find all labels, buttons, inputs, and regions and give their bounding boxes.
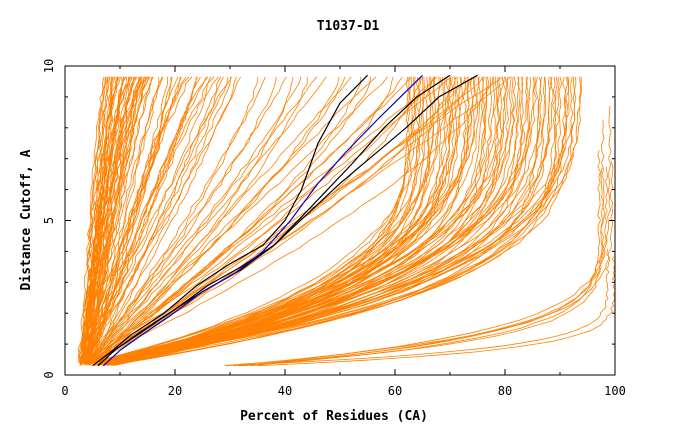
orange-series-line-159 xyxy=(96,76,532,362)
y-tick-label-10: 10 xyxy=(42,59,56,73)
orange-series-line-81 xyxy=(88,76,327,364)
orange-series-line-77 xyxy=(96,76,294,363)
orange-series-line-5 xyxy=(79,76,110,366)
orange-series-line-112 xyxy=(92,76,429,363)
orange-series-line-169 xyxy=(113,76,554,362)
orange-series-line-87 xyxy=(94,76,377,364)
orange-series-line-15 xyxy=(84,76,121,366)
chart-title: T1037-D1 xyxy=(317,19,380,34)
orange-series-line-41 xyxy=(79,76,149,366)
orange-series-line-57 xyxy=(81,76,193,363)
orange-series-line-183 xyxy=(243,150,601,367)
orange-series-line-82 xyxy=(93,76,340,362)
orange-series-line-190 xyxy=(257,256,616,367)
orange-series-line-48 xyxy=(84,76,164,363)
series-layer xyxy=(77,74,616,367)
orange-series-line-179 xyxy=(107,76,576,366)
orange-series-line-58 xyxy=(86,76,197,365)
orange-series-line-79 xyxy=(89,76,308,364)
orange-series-line-70 xyxy=(83,76,233,365)
orange-series-line-47 xyxy=(91,76,163,363)
orange-series-line-83 xyxy=(91,76,346,365)
orange-series-line-116 xyxy=(100,76,436,363)
orange-series-line-104 xyxy=(97,76,411,362)
orange-series-line-21 xyxy=(81,76,128,362)
orange-series-line-94 xyxy=(84,76,438,365)
ticks-layer: 0 20 40 60 80 100 0 5 10 xyxy=(42,59,626,398)
x-axis-label: Percent of Residues (CA) xyxy=(240,409,428,424)
orange-series-line-25 xyxy=(77,76,132,363)
orange-series-line-182 xyxy=(102,76,583,366)
orange-series-line-148 xyxy=(95,76,508,363)
orange-series-line-91 xyxy=(95,76,412,364)
orange-series-line-69 xyxy=(91,76,231,365)
orange-series-line-72 xyxy=(82,76,242,363)
orange-series-line-155 xyxy=(99,76,524,365)
orange-series-line-65 xyxy=(90,76,220,366)
x-tick-label-40: 40 xyxy=(278,384,292,398)
orange-series-line-44 xyxy=(81,76,154,364)
orange-series-line-64 xyxy=(82,76,215,363)
orange-series-line-177 xyxy=(104,76,570,363)
orange-series-line-133 xyxy=(93,76,476,363)
orange-series-line-173 xyxy=(99,76,563,363)
orange-series-line-142 xyxy=(94,76,496,366)
orange-series-line-136 xyxy=(95,76,481,363)
orange-series-line-162 xyxy=(113,76,540,365)
orange-series-line-180 xyxy=(105,76,577,364)
orange-series-line-174 xyxy=(94,76,567,365)
orange-series-line-100 xyxy=(90,76,494,363)
orange-series-line-110 xyxy=(102,76,424,363)
orange-series-line-95 xyxy=(93,76,452,364)
highlight-series-line-0 xyxy=(92,74,368,367)
x-tick-label-80: 80 xyxy=(498,384,512,398)
orange-series-line-123 xyxy=(102,76,453,364)
orange-series-line-55 xyxy=(81,76,187,366)
orange-series-line-88 xyxy=(85,76,388,362)
x-tick-label-0: 0 xyxy=(61,384,68,398)
x-tick-label-20: 20 xyxy=(168,384,182,398)
orange-series-line-68 xyxy=(84,76,229,365)
y-axis-label: Distance Cutoff, A xyxy=(19,149,34,290)
orange-series-line-118 xyxy=(110,76,442,363)
highlight-series-line-3 xyxy=(103,74,423,367)
orange-series-line-75 xyxy=(84,76,277,365)
orange-series-line-0 xyxy=(77,76,105,363)
orange-series-line-167 xyxy=(110,76,551,364)
orange-series-line-35 xyxy=(78,76,144,364)
orange-series-line-74 xyxy=(89,76,266,366)
orange-series-line-78 xyxy=(86,76,302,364)
orange-series-line-131 xyxy=(100,76,470,365)
orange-series-line-175 xyxy=(101,76,568,363)
orange-series-line-187 xyxy=(225,248,610,367)
orange-series-line-84 xyxy=(84,76,352,366)
orange-series-line-150 xyxy=(104,76,512,362)
x-tick-label-60: 60 xyxy=(388,384,402,398)
orange-series-line-66 xyxy=(91,76,222,362)
orange-series-line-102 xyxy=(93,76,511,366)
orange-series-line-172 xyxy=(96,76,560,363)
y-tick-label-0: 0 xyxy=(42,371,56,378)
orange-series-line-132 xyxy=(112,76,474,364)
x-tick-label-100: 100 xyxy=(604,384,626,398)
orange-series-line-40 xyxy=(80,76,149,363)
orange-series-line-67 xyxy=(91,76,224,362)
orange-series-line-164 xyxy=(105,76,543,362)
orange-series-line-42 xyxy=(81,76,151,364)
orange-series-line-135 xyxy=(104,76,480,365)
orange-series-line-86 xyxy=(87,76,372,366)
orange-series-line-188 xyxy=(241,105,612,367)
orange-series-line-184 xyxy=(233,167,605,367)
orange-series-line-185 xyxy=(238,119,605,367)
y-tick-label-5: 5 xyxy=(42,217,56,224)
orange-series-line-189 xyxy=(224,161,614,367)
orange-series-line-128 xyxy=(109,76,463,365)
orange-series-line-99 xyxy=(96,76,485,362)
orange-series-line-31 xyxy=(87,76,139,363)
orange-series-line-76 xyxy=(85,76,287,365)
orange-series-line-181 xyxy=(100,76,582,365)
